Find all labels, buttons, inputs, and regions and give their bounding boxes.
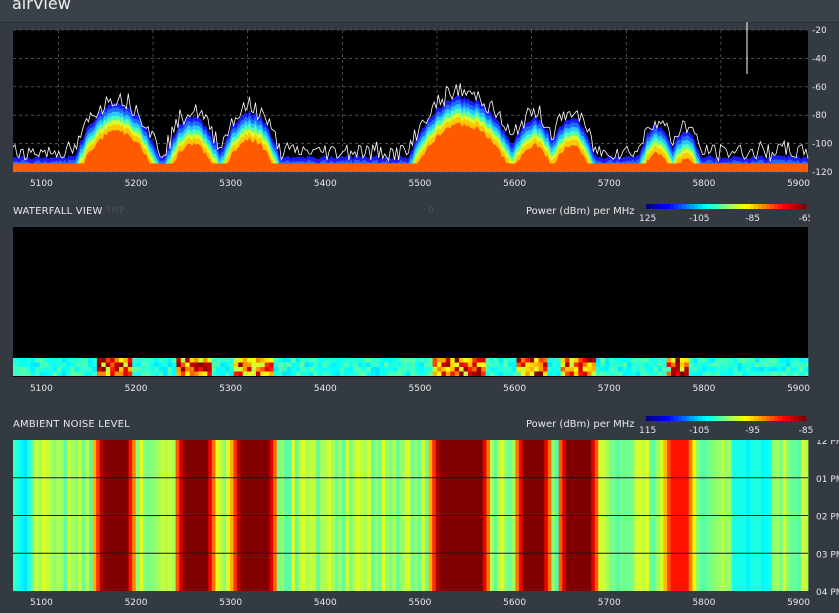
wf-legend-tick-0: -125 [640,214,656,224]
spectrum-x-tick-5100: 5100 [30,179,53,189]
ghost-zero: 0 [428,206,434,216]
ambient-x-tick-5300: 5300 [219,598,242,608]
ambient-x-tick-5200: 5200 [125,598,148,608]
ambient-label: AMBIENT NOISE LEVEL [13,419,130,430]
spectrum-x-tick-5900: 5900 [787,179,810,189]
spectrum-x-tick-5500: 5500 [409,179,432,189]
waterfall-x-tick-5700: 5700 [598,384,621,394]
waterfall-x-tick-5400: 5400 [314,384,337,394]
ambient-time-2: 02 PM [816,513,839,523]
spectrum-x-tick-5300: 5300 [219,179,242,189]
waterfall-x-tick-5800: 5800 [692,384,715,394]
ambient-x-tick-5800: 5800 [692,598,715,608]
spectrum-x-tick-5700: 5700 [598,179,621,189]
waterfall-legend: -125 -105 -85 -65 [640,204,810,224]
am-legend-tick-2: -95 [745,426,760,436]
am-legend-tick-0: -115 [640,426,656,436]
ambient-x-tick-5600: 5600 [503,598,526,608]
ambient-time-0: 12 PM [816,440,839,447]
wf-legend-tick-1: -105 [689,214,709,224]
waterfall-x-tick-5600: 5600 [503,384,526,394]
ambient-time-3: 03 PM [816,550,839,560]
waterfall-legend-label: Power (dBm) per MHz [526,206,635,217]
spectrum-ytick--20: -20 [812,26,827,36]
ambient-x-tick-5500: 5500 [409,598,432,608]
waterfall-x-tick-5900: 5900 [787,384,810,394]
spectrum-ytick--100: -100 [812,140,833,150]
am-legend-tick-1: -105 [689,426,709,436]
am-legend-gradient [646,416,807,421]
am-legend-tick-3: -85 [799,426,814,436]
spectrum-ytick--120: -120 [812,168,833,178]
wf-legend-tick-2: -85 [745,214,760,224]
ambient-time-4: 04 PM [816,588,839,598]
spectrum-ytick--40: -40 [812,54,827,64]
waterfall-x-tick-5200: 5200 [125,384,148,394]
waterfall-label: WATERFALL VIEW [13,206,103,217]
ambient-x-tick-5400: 5400 [314,598,337,608]
wf-legend-gradient [646,204,807,209]
spectrum-floor [13,163,808,172]
ghost-label: TMP [106,206,125,216]
spectrum-ytick--80: -80 [812,111,827,121]
wf-legend-tick-3: -65 [799,214,810,224]
spectrum-x-tick-5800: 5800 [692,179,715,189]
waterfall-rows [13,358,809,376]
app-title: airView [12,0,71,13]
ambient-x-tick-5700: 5700 [598,598,621,608]
spectrum-x-tick-5200: 5200 [125,179,148,189]
spectrum-x-tick-5600: 5600 [503,179,526,189]
waterfall-x-tick-5100: 5100 [30,384,53,394]
spectrum-chart: -20 -40 -60 -80 -100 -120 5100 5200 5300 5400 5500… [12,22,833,189]
waterfall-plot-area [13,227,808,377]
waterfall-x-tick-5500: 5500 [409,384,432,394]
ambient-x-tick-5900: 5900 [787,598,810,608]
ambient-legend-label: Power (dBm) per MHz [526,419,635,430]
waterfall-x-tick-5300: 5300 [219,384,242,394]
density-layer-4 [13,112,808,172]
spectrum-trace [12,83,809,162]
spectrum-ytick--60: -60 [812,83,827,93]
spectrum-x-tick-5400: 5400 [314,179,337,189]
ambient-time-1: 01 PM [816,475,839,485]
title-bar: airView [0,0,839,23]
ambient-legend: -115 -105 -95 -85 [640,416,814,436]
ambient-chart: 12 PM 01 PM 02 PM 03 PM 04 PM 5100 5200 5300 540… [13,440,839,608]
waterfall-chart: 5100 5200 5300 5400 5500 5600 5700 5800 5900 [13,227,810,394]
ambient-x-tick-5100: 5100 [30,598,53,608]
